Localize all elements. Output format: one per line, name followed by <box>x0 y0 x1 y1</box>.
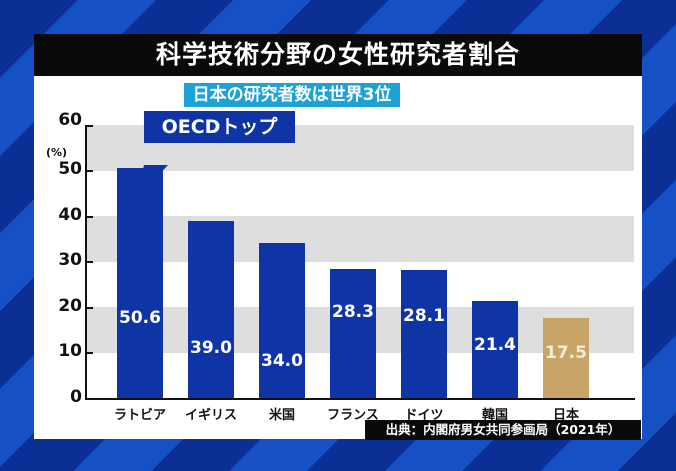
bar-france <box>330 269 376 398</box>
y-axis <box>85 127 87 399</box>
chart-subtitle: 日本の研究者数は世界3位 <box>184 83 400 107</box>
bar-value: 17.5 <box>545 343 587 363</box>
y-tick-label: 50 <box>58 159 82 179</box>
bar-value: 21.4 <box>474 335 516 355</box>
y-unit-label: (%) <box>46 146 68 159</box>
y-tick-label: 30 <box>58 250 82 270</box>
x-label: 米国 <box>268 408 295 423</box>
y-tick-label: 20 <box>58 296 82 316</box>
callout-pointer-icon <box>136 165 168 199</box>
y-tick <box>85 170 93 172</box>
bar-latvia <box>117 168 163 398</box>
bar-value: 50.6 <box>119 308 161 328</box>
bar-us <box>259 243 305 398</box>
y-tick <box>85 307 93 309</box>
bar-value: 34.0 <box>261 351 303 371</box>
x-label: ラトビア <box>113 408 166 423</box>
bar-value: 28.1 <box>403 306 445 326</box>
bar-value: 39.0 <box>190 338 232 358</box>
bar-korea <box>472 301 518 398</box>
x-axis <box>85 398 635 400</box>
x-label: イギリス <box>184 408 237 423</box>
y-tick <box>85 125 93 127</box>
y-tick-label: 0 <box>70 387 82 407</box>
y-tick-label: 10 <box>58 341 82 361</box>
bar-value: 28.3 <box>332 302 374 322</box>
x-label: 日本 <box>552 408 579 423</box>
bar-japan <box>543 318 589 398</box>
bar-uk <box>188 221 234 398</box>
source-note: 出典：内閣府男女共同参画局（2021年） <box>365 420 641 440</box>
x-label: フランス <box>327 408 379 423</box>
y-tick <box>85 352 93 354</box>
oecd-top-callout: OECDトップ <box>144 111 295 143</box>
y-tick-label: 60 <box>58 110 82 130</box>
y-tick <box>85 216 93 218</box>
x-label: ドイツ <box>404 408 444 423</box>
chart-title: 科学技術分野の女性研究者割合 <box>34 34 642 76</box>
grid-band <box>86 216 634 262</box>
x-label: 韓国 <box>481 408 508 423</box>
chart-card: 科学技術分野の女性研究者割合 日本の研究者数は世界3位 60 (%) 50 40… <box>34 34 642 439</box>
y-tick-label: 40 <box>58 205 82 225</box>
bar-chart: 60 (%) 50 40 30 20 10 0 50.6 ラトビア 39.0 イ… <box>34 110 642 439</box>
bar-germany <box>401 270 447 398</box>
y-tick <box>85 261 93 263</box>
